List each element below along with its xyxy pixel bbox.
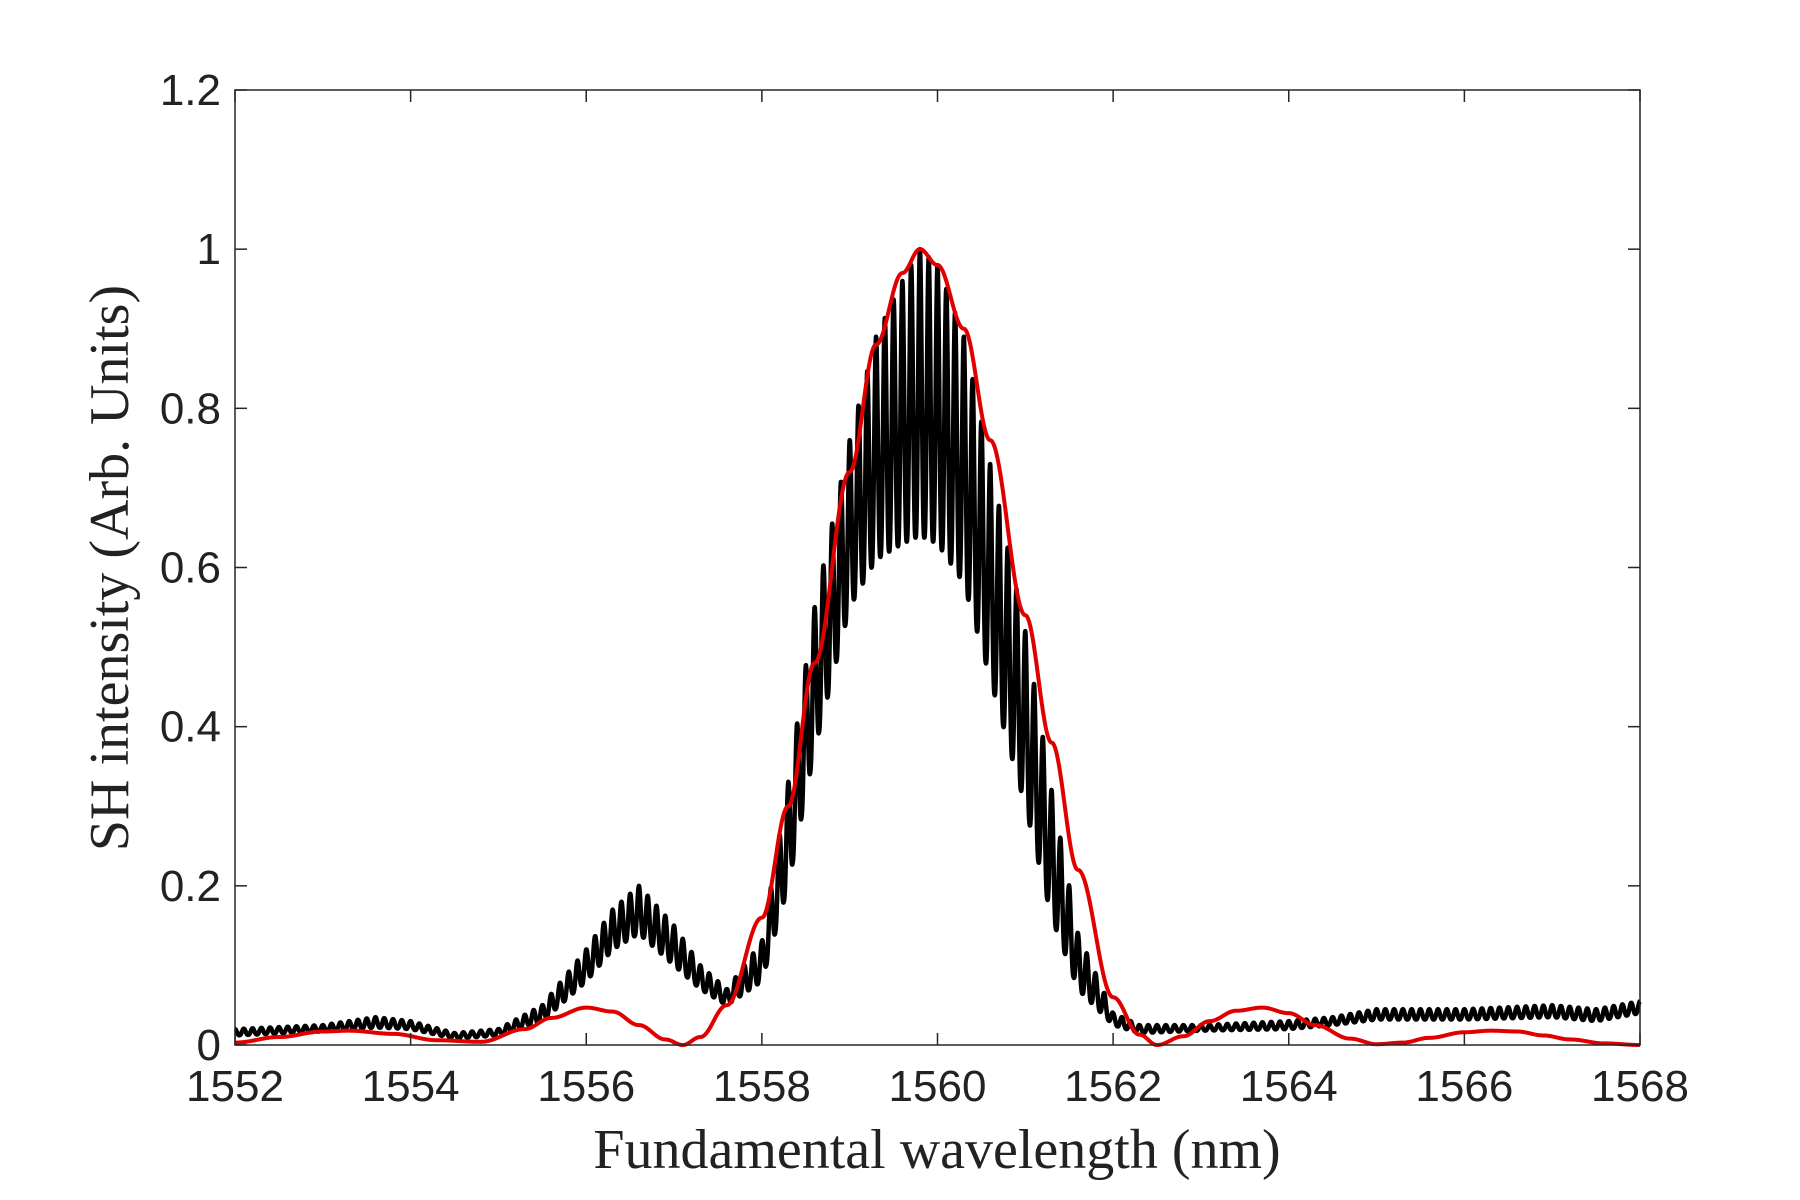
y-tick-label: 1.2 [160,66,221,115]
x-tick-label: 1552 [186,1062,284,1111]
y-tick-label: 1 [197,225,221,274]
x-axis-ticks: 1552 1554 1556 1558 1560 1562 1564 1566 1568 [186,90,1689,1111]
y-tick-label: 0.6 [160,544,221,593]
x-tick-label: 1556 [537,1062,635,1111]
plot-area [235,90,1640,1045]
y-axis-ticks: 0 0.2 0.4 0.6 0.8 1 1.2 [160,66,1640,1070]
red-series-group [233,247,1642,1047]
x-tick-label: 1560 [889,1062,987,1111]
y-tick-label: 0.4 [160,703,221,752]
x-tick-label: 1564 [1240,1062,1338,1111]
y-tick-label: 0.8 [160,384,221,433]
x-tick-label: 1562 [1064,1062,1162,1111]
x-tick-label: 1558 [713,1062,811,1111]
x-tick-label: 1554 [362,1062,460,1111]
red-series-line [233,247,1642,1047]
x-axis-title: Fundamental wavelength (nm) [593,1119,1280,1181]
x-tick-label: 1568 [1591,1062,1689,1111]
x-tick-label: 1566 [1415,1062,1513,1111]
y-axis-title: SH intensity (Arb. Units) [79,285,141,851]
y-tick-label: 0 [197,1021,221,1070]
y-tick-label: 0.2 [160,862,221,911]
